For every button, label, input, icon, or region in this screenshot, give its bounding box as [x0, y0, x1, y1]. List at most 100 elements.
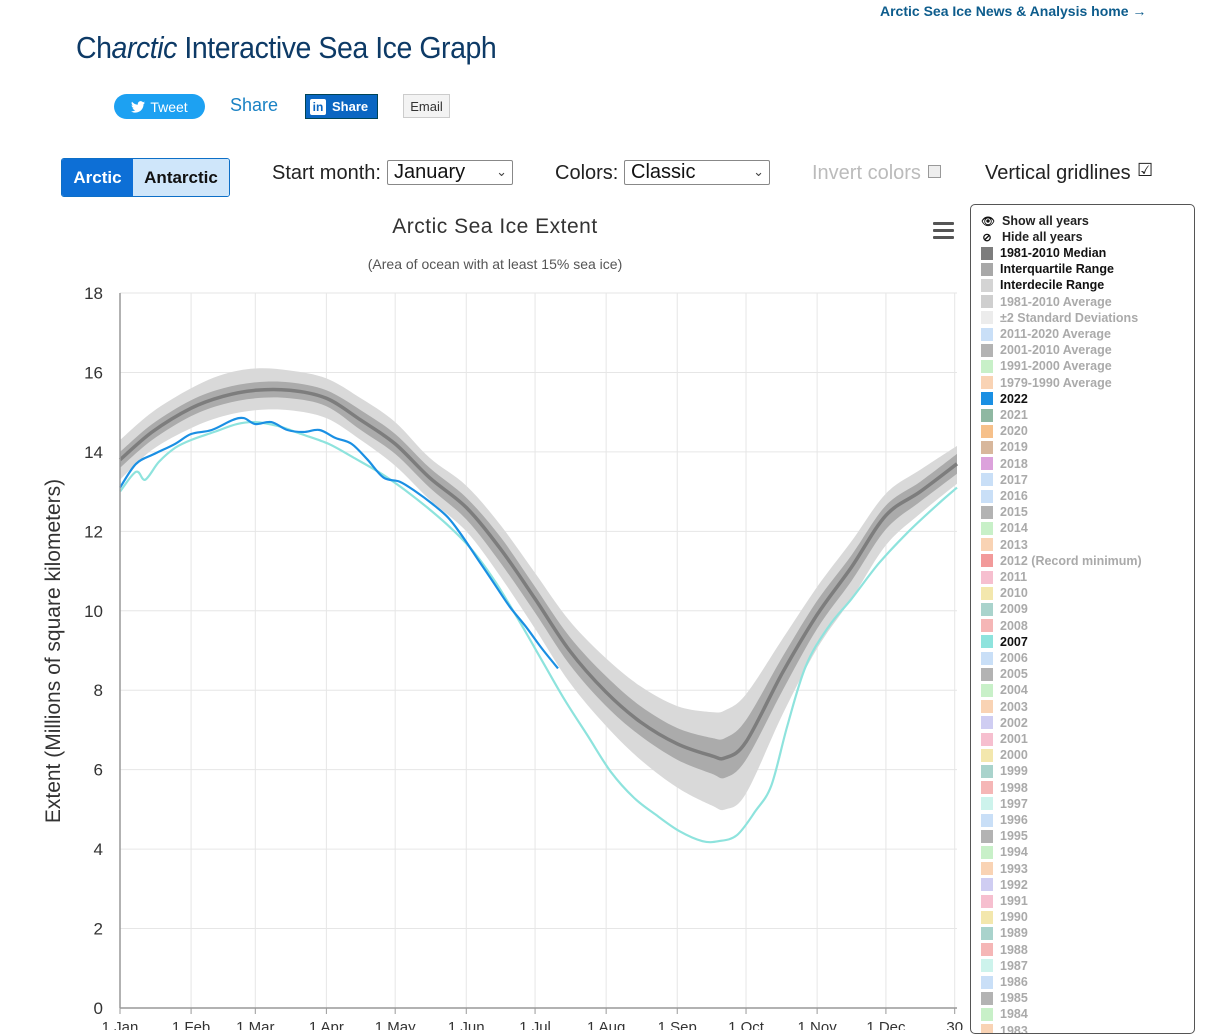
- legend-item[interactable]: 2003: [981, 699, 1028, 715]
- legend-item[interactable]: 2007: [981, 634, 1028, 650]
- legend-item[interactable]: 1983: [981, 1023, 1028, 1034]
- start-month-select[interactable]: January ⌄: [387, 160, 513, 185]
- legend-item[interactable]: 2013: [981, 537, 1028, 553]
- legend-item[interactable]: 2014: [981, 520, 1028, 536]
- legend-swatch: [981, 538, 993, 552]
- eye-icon: 👁: [981, 215, 995, 228]
- y-tick-label: 4: [94, 840, 103, 859]
- y-tick-label: 14: [84, 443, 103, 462]
- legend-item[interactable]: 1993: [981, 861, 1028, 877]
- legend-item[interactable]: 1995: [981, 828, 1028, 844]
- legend-label: 1989: [1000, 926, 1028, 941]
- legend-label: 1983: [1000, 1023, 1028, 1034]
- legend-item[interactable]: 2011: [981, 569, 1027, 585]
- legend-swatch: [981, 295, 993, 309]
- legend-item[interactable]: 2012 (Record minimum): [981, 553, 1142, 569]
- legend-item[interactable]: 1991-2000 Average: [981, 358, 1112, 374]
- x-tick-label: 1 May: [375, 1019, 416, 1030]
- legend-item[interactable]: 2006: [981, 650, 1028, 666]
- legend-label: 2011: [1000, 570, 1028, 584]
- legend-label: 1990: [1000, 910, 1028, 925]
- legend-item[interactable]: 1985: [981, 990, 1028, 1006]
- legend-item[interactable]: 2001-2010 Average: [981, 342, 1112, 358]
- legend-item[interactable]: 2009: [981, 601, 1028, 617]
- legend-item[interactable]: 2008: [981, 618, 1028, 634]
- legend-item[interactable]: 1999: [981, 763, 1028, 779]
- legend-item[interactable]: 2018: [981, 456, 1028, 472]
- y-tick-label: 8: [94, 681, 103, 700]
- legend-item[interactable]: 2005: [981, 666, 1028, 682]
- chart-menu-button[interactable]: [933, 222, 954, 243]
- legend-item[interactable]: Interdecile Range: [981, 277, 1104, 293]
- legend-item[interactable]: 1992: [981, 877, 1028, 893]
- vertical-gridlines-checkbox[interactable]: ☑: [1137, 160, 1154, 180]
- tweet-button[interactable]: Tweet: [114, 94, 205, 119]
- legend-label: 2005: [1000, 667, 1028, 682]
- legend-swatch: [981, 262, 993, 276]
- x-tick-label: 1 Apr: [309, 1019, 344, 1030]
- legend-item[interactable]: ±2 Standard Deviations: [981, 310, 1138, 326]
- legend-item[interactable]: 2001: [981, 731, 1028, 747]
- y-tick-label: 16: [84, 363, 103, 382]
- legend-item[interactable]: 1987: [981, 958, 1028, 974]
- legend-item[interactable]: 1990: [981, 909, 1028, 925]
- show-all-years[interactable]: 👁 Show all years: [981, 213, 1089, 229]
- legend-item[interactable]: 1981-2010 Average: [981, 294, 1112, 310]
- legend-item[interactable]: 2004: [981, 682, 1028, 698]
- legend-label: 1979-1990 Average: [1000, 375, 1112, 390]
- legend-label: Interquartile Range: [1000, 262, 1114, 277]
- legend-label: 1985: [1000, 991, 1028, 1006]
- hemisphere-tabs: Arctic Antarctic: [61, 158, 230, 197]
- interdecile-range-band: [120, 368, 957, 811]
- legend-item[interactable]: Interquartile Range: [981, 261, 1114, 277]
- legend-item[interactable]: 1979-1990 Average: [981, 375, 1112, 391]
- axes: 0 2 4 6 8 10 12 14 16 18 1 Jan 1 Feb 1 Mar 1 Apr 1 May…: [84, 284, 963, 1030]
- legend-item[interactable]: 2010: [981, 585, 1028, 601]
- legend-item[interactable]: 1986: [981, 974, 1028, 990]
- legend-item[interactable]: 2015: [981, 504, 1028, 520]
- share-link[interactable]: Share: [230, 95, 279, 115]
- legend-item[interactable]: 2021: [981, 407, 1028, 423]
- legend-item[interactable]: 1994: [981, 844, 1028, 860]
- invert-colors-checkbox[interactable]: [928, 165, 941, 178]
- legend-item[interactable]: 2019: [981, 439, 1028, 455]
- legend-item[interactable]: 1984: [981, 1006, 1028, 1022]
- legend-label: 1997: [1000, 796, 1028, 811]
- legend-label: 2009: [1000, 602, 1028, 617]
- tab-arctic[interactable]: Arctic: [62, 159, 133, 196]
- x-tick-label: 1 Dec: [866, 1019, 906, 1030]
- legend-swatch: [981, 554, 993, 568]
- legend-item[interactable]: 1991: [981, 893, 1028, 909]
- legend-item[interactable]: 1981-2010 Median: [981, 245, 1106, 261]
- legend-label: 2018: [1000, 456, 1028, 471]
- legend-item[interactable]: 1996: [981, 812, 1028, 828]
- email-button[interactable]: Email: [403, 94, 450, 118]
- legend-item[interactable]: 1989: [981, 925, 1028, 941]
- legend-label: 1988: [1000, 942, 1028, 957]
- y-tick-label: 12: [84, 522, 103, 541]
- linkedin-icon: in: [310, 98, 326, 115]
- tab-antarctic[interactable]: Antarctic: [133, 159, 229, 196]
- x-tick-label: 1 Sep: [658, 1019, 697, 1030]
- legend-label: 1996: [1000, 813, 1028, 827]
- legend-item[interactable]: 2020: [981, 423, 1028, 439]
- legend-label: 1981-2010 Median: [1000, 246, 1107, 260]
- legend-item[interactable]: 2017: [981, 472, 1028, 488]
- legend-item[interactable]: 2022: [981, 391, 1028, 407]
- linkedin-share-button[interactable]: in Share: [305, 94, 378, 119]
- x-tick-label: 1 Jan: [102, 1019, 139, 1030]
- x-tick-label: 1 Jul: [519, 1019, 551, 1030]
- home-link[interactable]: Arctic Sea Ice News & Analysis home →: [880, 3, 1147, 19]
- legend-swatch: [981, 343, 993, 357]
- legend-item[interactable]: 1998: [981, 780, 1028, 796]
- series-lines: [118, 387, 959, 844]
- colors-select[interactable]: Classic ⌄: [624, 160, 770, 185]
- legend-item[interactable]: 2011-2020 Average: [981, 326, 1111, 342]
- legend-item[interactable]: 2000: [981, 747, 1028, 763]
- legend-item[interactable]: 1997: [981, 796, 1028, 812]
- legend-item[interactable]: 2016: [981, 488, 1028, 504]
- legend-label: 2001-2010 Average: [1000, 343, 1112, 358]
- legend-item[interactable]: 1988: [981, 942, 1028, 958]
- hide-all-years[interactable]: ⊘ Hide all years: [981, 229, 1082, 245]
- legend-item[interactable]: 2002: [981, 715, 1028, 731]
